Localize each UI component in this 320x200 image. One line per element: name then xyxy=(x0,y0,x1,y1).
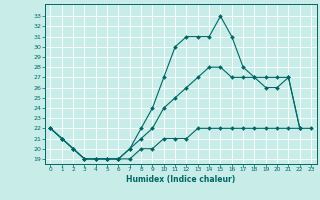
X-axis label: Humidex (Indice chaleur): Humidex (Indice chaleur) xyxy=(126,175,236,184)
